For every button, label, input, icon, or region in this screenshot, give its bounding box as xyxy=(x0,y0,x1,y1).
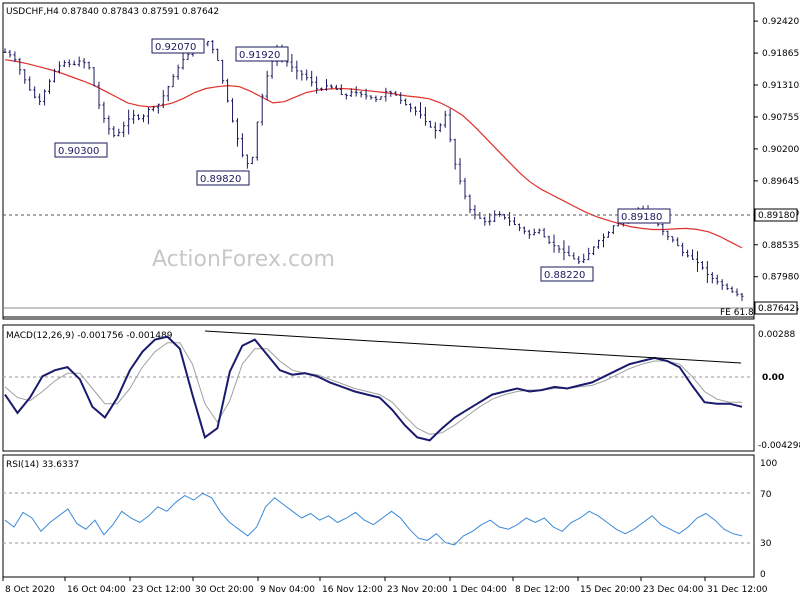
macd-trendline xyxy=(204,330,742,364)
rsi-line xyxy=(4,492,743,546)
ma-series xyxy=(4,59,743,249)
rsi-series xyxy=(4,492,743,546)
annotation-92070: 0.92070 xyxy=(151,38,205,54)
time-tick-label: 23 Oct 12:00 xyxy=(132,585,191,595)
watermark: ActionForex.com xyxy=(152,247,335,272)
annotation-90300: 0.90300 xyxy=(54,142,108,158)
svg-text:0.92070: 0.92070 xyxy=(155,42,196,53)
price-panel-frame xyxy=(2,2,755,320)
price-tick-label: 0.90200 xyxy=(762,145,799,155)
annotation-91920: 0.91920 xyxy=(235,46,289,62)
rsi-panel: RSI(14) 33.6337 100 70 30 0 xyxy=(2,454,777,580)
time-tick-label: 15 Dec 20:00 xyxy=(580,585,641,595)
price-panel: USDCHF,H4 0.87840 0.87843 0.87591 0.8764… xyxy=(2,2,799,320)
price-tick-label: 0.88535 xyxy=(762,241,799,251)
price-tick-label: 0.92420 xyxy=(762,17,799,27)
annotation-89820: 0.89820 xyxy=(196,170,250,186)
fe-label: FE 61.8 xyxy=(720,308,754,318)
price-box-89180: 0.89180 xyxy=(754,208,798,222)
macd-signal-series xyxy=(4,342,742,435)
price-tick-label: 0.91310 xyxy=(762,81,799,91)
time-tick-label: 23 Nov 20:00 xyxy=(387,585,448,595)
time-tick-label: 9 Nov 04:00 xyxy=(260,585,315,595)
time-axis: 8 Oct 2020 16 Oct 04:00 23 Oct 12:00 30 Oct… xyxy=(2,577,768,595)
time-tick-label: 16 Nov 12:00 xyxy=(322,585,383,595)
time-tick-label: 8 Oct 2020 xyxy=(5,585,55,595)
macd-lines xyxy=(4,335,743,442)
macd-panel-frame xyxy=(2,324,755,452)
rsi-tick-70: 70 xyxy=(760,490,772,500)
macd-title: MACD(12,26,9) -0.001756 -0.001489 xyxy=(6,331,173,341)
svg-text:0.89180: 0.89180 xyxy=(621,212,662,223)
time-tick-label: 16 Oct 04:00 xyxy=(67,585,126,595)
macd-panel: MACD(12,26,9) -0.001756 -0.001489 0.0028… xyxy=(2,324,800,452)
time-tick-label: 30 Oct 20:00 xyxy=(195,585,254,595)
rsi-panel-frame xyxy=(2,454,755,578)
price-tick-label: 0.90755 xyxy=(762,113,799,123)
price-tick-label: 0.89645 xyxy=(762,177,799,187)
svg-text:0.89820: 0.89820 xyxy=(200,174,241,185)
macd-tick-bottom: -0.004298 xyxy=(758,441,800,451)
time-tick-label: 1 Dec 04:00 xyxy=(452,585,507,595)
rsi-tick-100: 100 xyxy=(760,459,777,469)
time-tick-label: 8 Dec 12:00 xyxy=(515,585,570,595)
price-tick-label: 0.91865 xyxy=(762,49,799,59)
svg-text:0.87642: 0.87642 xyxy=(758,304,795,314)
price-box-87642: 0.87642 xyxy=(754,301,798,315)
time-tick-label: 31 Dec 12:00 xyxy=(707,585,768,595)
annotation-89180: 0.89180 xyxy=(617,208,671,224)
svg-text:0.89180: 0.89180 xyxy=(758,211,795,221)
svg-text:0.90300: 0.90300 xyxy=(58,146,99,157)
price-tick-label: 0.87980 xyxy=(762,273,799,283)
svg-text:0.91920: 0.91920 xyxy=(239,50,280,61)
moving-average xyxy=(4,59,743,249)
macd-tick-zero: 0.00 xyxy=(762,373,784,383)
svg-text:0.88220: 0.88220 xyxy=(544,270,585,281)
annotation-88220: 0.88220 xyxy=(540,266,594,282)
rsi-title: RSI(14) 33.6337 xyxy=(6,460,79,470)
macd-tick-top: 0.00288 xyxy=(758,330,795,340)
rsi-tick-0: 0 xyxy=(760,570,766,580)
macd-main-series xyxy=(4,335,743,442)
symbol-header: USDCHF,H4 0.87840 0.87843 0.87591 0.8764… xyxy=(6,7,219,17)
time-tick-label: 23 Dec 04:00 xyxy=(643,585,704,595)
rsi-tick-30: 30 xyxy=(760,539,772,549)
